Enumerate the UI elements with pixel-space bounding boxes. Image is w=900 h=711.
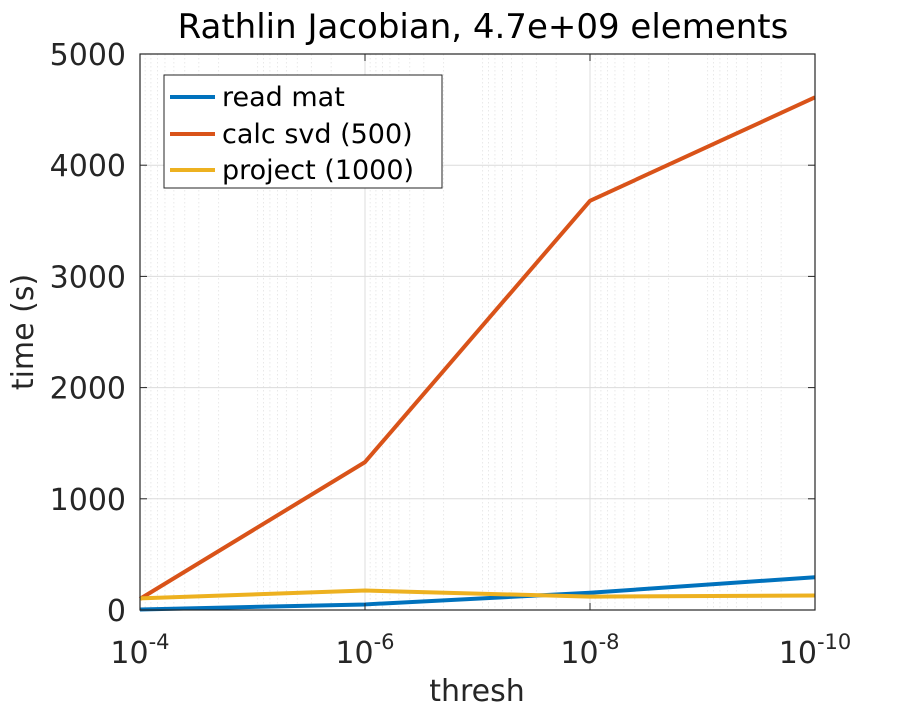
chart-title: Rathlin Jacobian, 4.7e+09 elements: [178, 7, 789, 47]
x-axis-label: thresh: [429, 674, 525, 709]
x-tick-label: 10-6: [335, 630, 394, 671]
legend-label-calc-svd: calc svd (500): [222, 119, 413, 150]
legend-label-read-mat: read mat: [222, 82, 345, 113]
series-line: [139, 575, 816, 612]
x-tick-label: 10-4: [110, 630, 169, 671]
y-tick-label: 3000: [50, 260, 126, 295]
y-tick-label: 4000: [50, 149, 126, 184]
legend-label-project: project (1000): [222, 155, 414, 186]
axis-ticks: 10-4 10-6 10-8 10-10 0 1000 2000 3000 4000 5000: [50, 38, 852, 671]
series-line: [138, 95, 816, 601]
y-axis-label: time (s): [6, 274, 41, 390]
y-tick-label: 5000: [50, 38, 126, 73]
x-tick-label: 10-10: [779, 630, 852, 671]
x-tick-label: 10-8: [560, 630, 619, 671]
y-tick-label: 2000: [50, 372, 126, 407]
legend: read mat calc svd (500) project (1000): [163, 74, 443, 189]
plot-area-frame: [139, 53, 816, 611]
series-line: [139, 588, 816, 601]
y-tick-label: 0: [107, 594, 126, 629]
plot-lines: [138, 95, 816, 612]
y-tick-label: 1000: [50, 483, 126, 518]
